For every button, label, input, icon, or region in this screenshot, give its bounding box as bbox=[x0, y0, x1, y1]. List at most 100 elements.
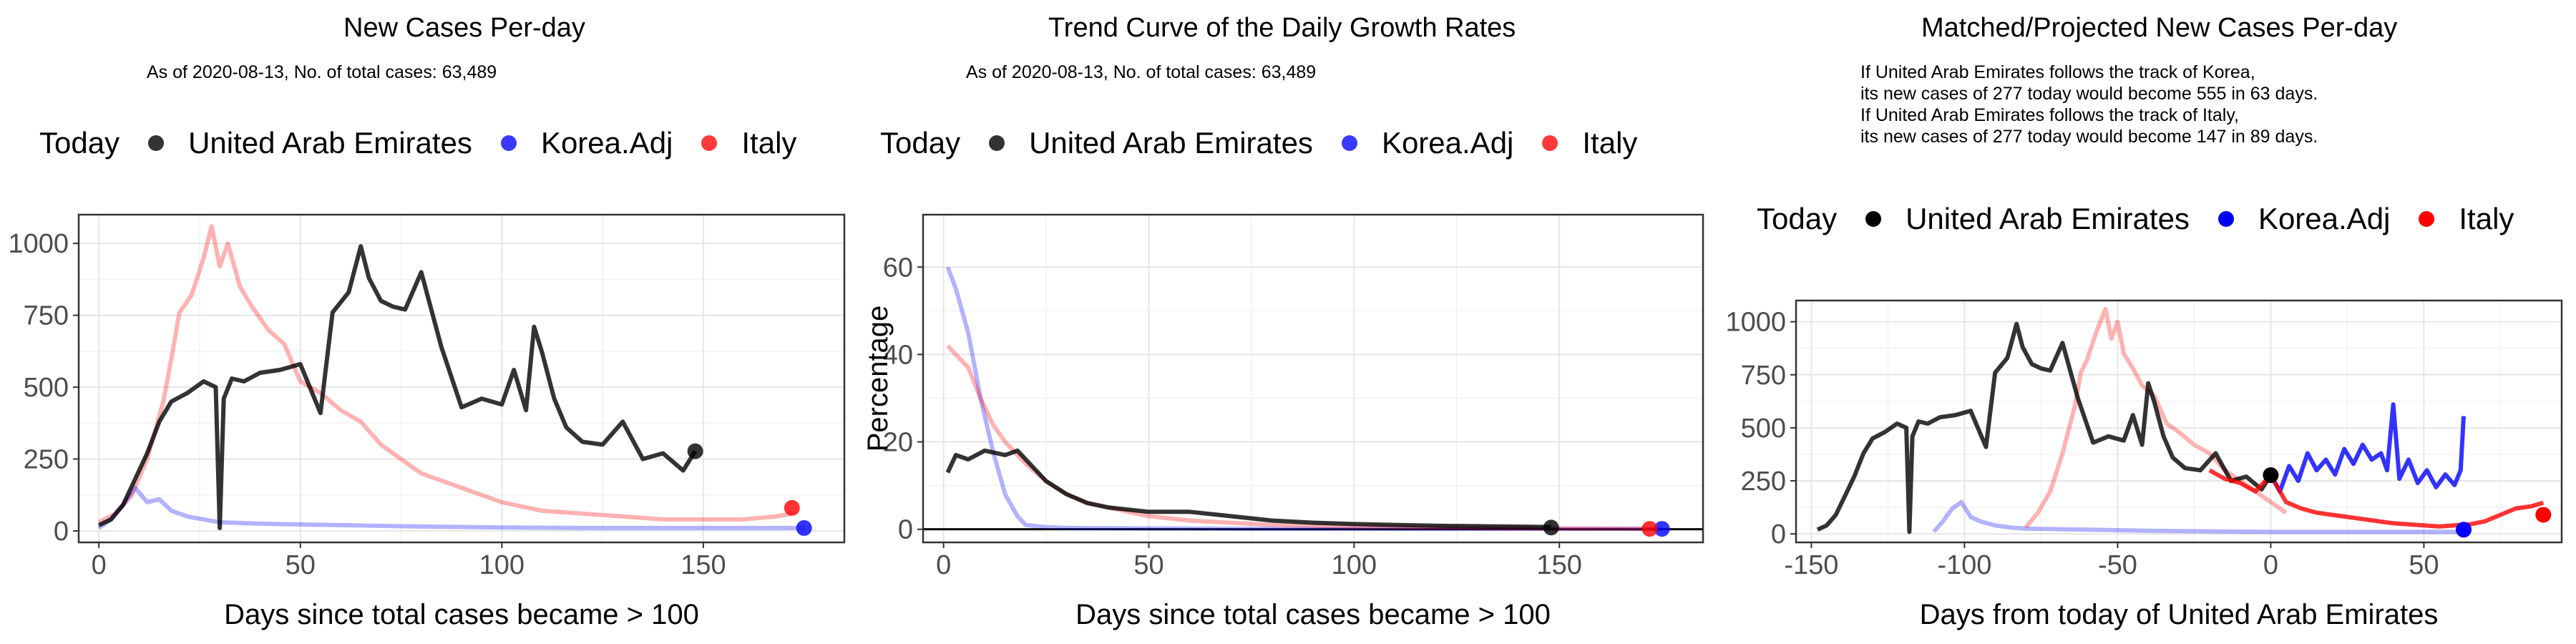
legend-label: United Arab Emirates bbox=[1029, 126, 1313, 160]
legend-label: United Arab Emirates bbox=[1906, 202, 2190, 235]
x-tick-label: 50 bbox=[1133, 550, 1163, 580]
y-tick-label: 500 bbox=[24, 373, 69, 403]
legend-title: Today bbox=[39, 126, 120, 160]
series-line bbox=[1932, 499, 2464, 535]
note-line: its new cases of 277 today would become … bbox=[1860, 84, 2318, 104]
series-line bbox=[97, 224, 793, 525]
legend: Today United Arab Emirates Korea.Adj Ita… bbox=[39, 126, 825, 160]
series-line bbox=[2268, 402, 2466, 494]
legend-item-uae: United Arab Emirates bbox=[148, 126, 472, 160]
legend-label: Korea.Adj bbox=[1381, 126, 1514, 160]
series-line bbox=[1816, 321, 2273, 535]
legend-dot-icon bbox=[2419, 211, 2435, 227]
x-tick-label: 150 bbox=[680, 550, 726, 580]
y-tick-label: 20 bbox=[883, 428, 913, 458]
legend-dot-icon bbox=[1341, 135, 1357, 151]
chart-title: Trend Curve of the Daily Growth Rates bbox=[1048, 13, 1516, 43]
today-point bbox=[784, 499, 800, 516]
legend-item-korea: Korea.Adj bbox=[2218, 202, 2390, 236]
today-point bbox=[1543, 519, 1559, 536]
legend-label: United Arab Emirates bbox=[188, 126, 472, 160]
legend-dot-icon bbox=[500, 135, 517, 151]
today-point bbox=[796, 519, 812, 536]
legend-item-korea: Korea.Adj bbox=[500, 126, 673, 160]
plot-border bbox=[77, 213, 846, 544]
chart-title: New Cases Per-day bbox=[343, 13, 585, 43]
legend-item-korea: Korea.Adj bbox=[1341, 126, 1514, 160]
x-tick-label: 50 bbox=[2409, 550, 2439, 580]
y-axis-label: Percentage bbox=[862, 306, 894, 452]
legend-label: Italy bbox=[741, 126, 797, 160]
x-tick-label: -150 bbox=[1784, 550, 1838, 580]
today-point bbox=[2456, 522, 2472, 538]
legend-dot-icon bbox=[148, 135, 165, 151]
legend-dot-icon bbox=[2218, 211, 2234, 227]
legend-item-italy: Italy bbox=[701, 126, 796, 160]
chart-panel-projected: Matched/Projected New Cases Per-day If U… bbox=[1717, 0, 2576, 644]
y-tick-label: 0 bbox=[54, 517, 69, 547]
series-line bbox=[2208, 468, 2545, 529]
series-line bbox=[97, 244, 698, 530]
legend-label: Korea.Adj bbox=[540, 126, 673, 160]
chart-title: Matched/Projected New Cases Per-day bbox=[1921, 13, 2398, 43]
series-line bbox=[945, 266, 1662, 532]
projection-note: If United Arab Emirates follows the trac… bbox=[1860, 62, 2318, 147]
y-tick-label: 1000 bbox=[1725, 308, 1786, 338]
note-line: If United Arab Emirates follows the trac… bbox=[1860, 105, 2239, 125]
y-tick-label: 250 bbox=[1741, 467, 1786, 497]
legend-item-italy: Italy bbox=[2419, 202, 2514, 236]
y-tick-label: 0 bbox=[898, 515, 913, 545]
series-line bbox=[97, 485, 804, 530]
legend-dot-icon bbox=[989, 135, 1005, 151]
plot-border bbox=[1795, 299, 2563, 544]
chart-panel-new-cases: New Cases Per-day As of 2020-08-13, No. … bbox=[0, 0, 859, 644]
legend-dot-icon bbox=[701, 135, 718, 151]
legend-dot-icon bbox=[1542, 135, 1558, 151]
today-point bbox=[2263, 467, 2279, 484]
chart-panel-growth-rates: Trend Curve of the Daily Growth Rates As… bbox=[859, 0, 1717, 644]
today-point bbox=[1654, 521, 1670, 537]
x-tick-label: 0 bbox=[936, 550, 951, 580]
y-tick-label: 60 bbox=[883, 253, 913, 283]
x-tick-label: 100 bbox=[1332, 550, 1377, 580]
legend-item-uae: United Arab Emirates bbox=[989, 126, 1313, 160]
series-line bbox=[945, 448, 1551, 530]
chart-subtitle: As of 2020-08-13, No. of total cases: 63… bbox=[147, 62, 497, 82]
legend-title: Today bbox=[1757, 202, 1838, 235]
x-axis-label: Days since total cases became > 100 bbox=[224, 599, 699, 630]
legend: Today United Arab Emirates Korea.Adj Ita… bbox=[880, 126, 1666, 160]
chart-svg: 0 50 100 150 0 20 40 60 Days since total cases b… bbox=[862, 213, 1704, 630]
today-point bbox=[2535, 507, 2552, 523]
plot-border bbox=[922, 213, 1704, 544]
legend-dot-icon bbox=[1865, 211, 1882, 227]
x-tick-label: 100 bbox=[479, 550, 525, 580]
x-tick-label: 0 bbox=[2263, 550, 2278, 580]
y-tick-label: 750 bbox=[24, 301, 69, 331]
y-tick-label: 40 bbox=[883, 340, 913, 370]
legend-label: Italy bbox=[2459, 202, 2514, 235]
legend-item-uae: United Arab Emirates bbox=[1865, 202, 2190, 236]
legend-label: Italy bbox=[1582, 126, 1638, 160]
series-line bbox=[2024, 306, 2288, 530]
x-tick-label: -50 bbox=[2098, 550, 2137, 580]
note-line: its new cases of 277 today would become … bbox=[1860, 127, 2318, 147]
y-tick-label: 750 bbox=[1741, 361, 1786, 391]
y-tick-label: 250 bbox=[24, 444, 69, 474]
today-point bbox=[687, 443, 703, 459]
legend-title: Today bbox=[880, 126, 961, 160]
y-tick-label: 1000 bbox=[8, 229, 69, 259]
y-tick-label: 0 bbox=[1771, 519, 1786, 550]
legend-label: Korea.Adj bbox=[2258, 202, 2391, 235]
x-axis-label: Days since total cases became > 100 bbox=[1075, 599, 1551, 630]
series-line bbox=[946, 344, 1650, 532]
legend: Today United Arab Emirates Korea.Adj Ita… bbox=[1757, 202, 2542, 236]
today-point bbox=[1641, 521, 1658, 537]
x-tick-label: 0 bbox=[92, 550, 107, 580]
x-tick-label: -100 bbox=[1937, 550, 1991, 580]
legend-item-italy: Italy bbox=[1542, 126, 1637, 160]
y-tick-label: 500 bbox=[1741, 414, 1786, 444]
note-line: If United Arab Emirates follows the trac… bbox=[1860, 62, 2255, 82]
chart-svg: 0 50 100 150 0 250 500 750 1000 Days since total … bbox=[8, 213, 846, 630]
x-axis-label: Days from today of United Arab Emirates bbox=[1920, 599, 2439, 630]
